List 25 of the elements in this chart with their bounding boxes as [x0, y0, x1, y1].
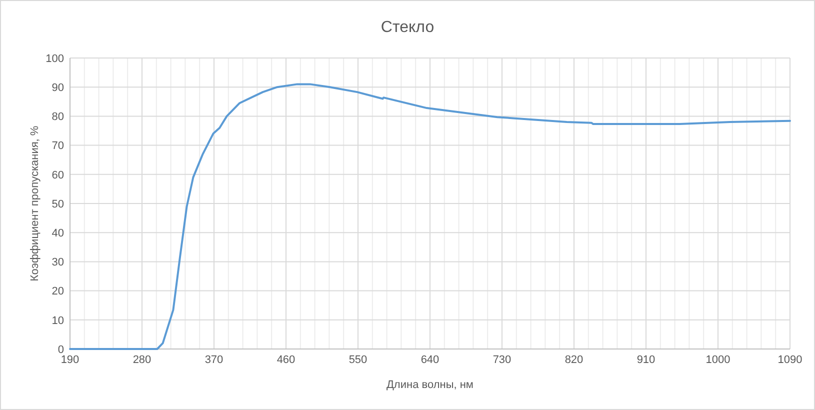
x-tick-label: 820: [564, 354, 584, 366]
x-tick-label: 1000: [706, 354, 730, 366]
y-tick-label: 70: [52, 140, 64, 152]
x-tick-label: 370: [204, 354, 224, 366]
x-tick-label: 190: [60, 354, 80, 366]
x-tick-label: 640: [420, 354, 440, 366]
y-tick-label: 90: [52, 82, 64, 94]
x-tick-label: 460: [276, 354, 296, 366]
chart-title: Стекло: [380, 19, 434, 36]
x-tick-label: 910: [636, 354, 656, 366]
x-tick-label: 730: [492, 354, 512, 366]
y-axis-title: Коэффициент пропускания, %: [29, 126, 41, 282]
y-tick-label: 60: [52, 169, 64, 182]
y-tick-label: 10: [52, 314, 64, 327]
y-tick-label: 30: [52, 256, 64, 269]
y-tick-label: 80: [52, 111, 64, 124]
y-tick-label: 0: [58, 344, 64, 356]
y-tick-label: 50: [52, 198, 64, 210]
x-tick-label: 550: [348, 354, 368, 366]
y-tick-label: 100: [46, 52, 64, 65]
x-tick-label: 1090: [778, 354, 802, 366]
x-axis-title: Длина волны, нм: [386, 379, 474, 391]
y-tick-label: 20: [52, 286, 64, 298]
y-tick-label: 40: [52, 227, 64, 240]
x-tick-label: 280: [132, 354, 152, 366]
